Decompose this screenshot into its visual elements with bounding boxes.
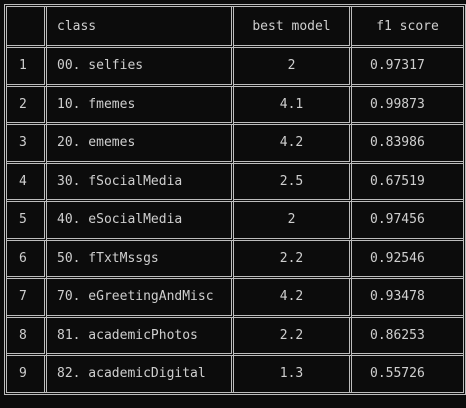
row-class: 40. eSocialMedia	[47, 202, 234, 241]
row-index: 5	[7, 202, 47, 241]
row-index: 4	[7, 163, 47, 202]
table-row: 6 50. fTxtMssgs 2.2 0.92546	[7, 240, 463, 279]
header-index	[7, 7, 47, 48]
header-row: class best model f1 score	[7, 7, 463, 48]
row-class: 00. selfies	[47, 48, 234, 87]
row-index: 2	[7, 86, 47, 125]
row-best-model: 2.5	[234, 163, 352, 202]
row-class: 82. academicDigital	[47, 356, 234, 392]
row-class: 30. fSocialMedia	[47, 163, 234, 202]
row-best-model: 4.2	[234, 279, 352, 318]
table-row: 8 81. academicPhotos 2.2 0.86253	[7, 317, 463, 356]
table-row: 9 82. academicDigital 1.3 0.55726	[7, 356, 463, 392]
row-best-model: 2	[234, 48, 352, 87]
row-index: 8	[7, 317, 47, 356]
row-class: 50. fTxtMssgs	[47, 240, 234, 279]
row-best-model: 1.3	[234, 356, 352, 392]
row-f1-score: 0.83986	[352, 125, 463, 164]
row-f1-score: 0.92546	[352, 241, 463, 279]
row-f1-score: 0.97317	[352, 48, 463, 87]
row-index: 3	[7, 125, 47, 164]
row-index: 6	[7, 240, 47, 279]
table-row: 7 70. eGreetingAndMisc 4.2 0.93478	[7, 279, 463, 318]
table-row: 2 10. fmemes 4.1 0.99873	[7, 86, 463, 125]
row-best-model: 2.2	[234, 317, 352, 356]
row-best-model: 2	[234, 202, 352, 241]
results-table-container: class best model f1 score 1 00. selfies …	[4, 4, 466, 400]
row-class: 70. eGreetingAndMisc	[47, 279, 234, 318]
table-row: 5 40. eSocialMedia 2 0.97456	[7, 202, 463, 241]
row-f1-score: 0.55726	[370, 366, 425, 382]
row-index: 9	[7, 356, 47, 392]
row-index: 1	[7, 48, 47, 87]
table-row: 3 20. ememes 4.2 0.83986	[7, 125, 463, 164]
results-table: class best model f1 score 1 00. selfies …	[4, 4, 466, 395]
row-class: 81. academicPhotos	[47, 317, 234, 356]
row-best-model: 4.2	[234, 125, 352, 164]
row-f1-score: 0.97456	[352, 202, 463, 241]
row-f1-score: 0.67519	[352, 164, 463, 202]
header-best-model: best model	[234, 7, 352, 48]
table-header: class best model f1 score	[7, 7, 463, 48]
table-body: 1 00. selfies 2 0.97317 2 10. fmemes 4.1…	[7, 48, 463, 392]
row-class: 20. ememes	[47, 125, 234, 164]
row-f1-score: 0.93478	[352, 279, 463, 318]
row-class: 10. fmemes	[47, 86, 234, 125]
header-f1-score: f1 score	[352, 7, 463, 48]
row-f1-score: 0.99873	[352, 87, 463, 125]
row-best-model: 4.1	[234, 86, 352, 125]
table-row: 1 00. selfies 2 0.97317	[7, 48, 463, 87]
header-class: class	[47, 7, 234, 48]
row-index: 7	[7, 279, 47, 318]
table-row: 4 30. fSocialMedia 2.5 0.67519	[7, 163, 463, 202]
row-f1-score: 0.86253	[352, 318, 463, 356]
row-best-model: 2.2	[234, 240, 352, 279]
